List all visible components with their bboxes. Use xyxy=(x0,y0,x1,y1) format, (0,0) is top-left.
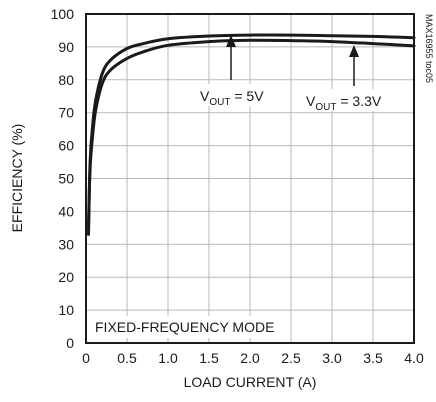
y-tick-label: 40 xyxy=(58,203,74,219)
y-tick-label: 90 xyxy=(58,39,74,55)
y-tick-label: 100 xyxy=(51,6,75,22)
annotation-vout-3-3v-arrowhead xyxy=(349,45,359,57)
annotation-vout-5v-background xyxy=(196,84,278,106)
y-tick-label: 30 xyxy=(58,236,74,252)
x-tick-label: 2.0 xyxy=(240,350,260,366)
y-tick-label: 70 xyxy=(58,105,74,121)
y-tick-labels: 0 10 20 30 40 50 60 70 80 90 100 xyxy=(51,6,75,351)
y-tick-label: 50 xyxy=(58,171,74,187)
mode-label: FIXED-FREQUENCY MODE xyxy=(95,319,274,335)
y-axis-label: EFFICIENCY (%) xyxy=(9,124,25,233)
plot-frame xyxy=(85,13,415,344)
x-tick-label: 3.0 xyxy=(322,350,342,366)
y-tick-label: 0 xyxy=(66,335,74,351)
x-tick-labels: 0 0.5 1.0 1.5 2.0 2.5 3.0 3.5 4.0 xyxy=(82,350,424,366)
x-tick-label: 3.5 xyxy=(363,350,383,366)
series-layer xyxy=(87,33,416,236)
y-tick-label: 60 xyxy=(58,138,74,154)
figure-code: MAX16955 toc05 xyxy=(424,14,434,83)
annotation-vout-3-3v: VOUT = 3.3V xyxy=(302,45,398,113)
x-tick-label: 2.5 xyxy=(281,350,301,366)
annotation-vout-3-3v-text: VOUT = 3.3V xyxy=(306,93,382,113)
series-line-vout-5v xyxy=(87,33,416,236)
series-line-vout-3-3v xyxy=(87,38,416,230)
x-tick-label: 1.0 xyxy=(158,350,178,366)
grid xyxy=(86,14,414,343)
annotation-vout-5v-arrowhead xyxy=(226,35,236,47)
annotation-vout-5v: VOUT = 5V xyxy=(196,35,278,108)
mode-label-background xyxy=(91,316,265,338)
x-tick-label: 1.5 xyxy=(199,350,219,366)
y-tick-label: 10 xyxy=(58,302,74,318)
x-axis-label: LOAD CURRENT (A) xyxy=(184,374,317,390)
y-tick-label: 80 xyxy=(58,72,74,88)
y-tick-label: 20 xyxy=(58,269,74,285)
x-tick-label: 0 xyxy=(82,350,90,366)
x-tick-label: 0.5 xyxy=(117,350,137,366)
annotation-vout-5v-text: VOUT = 5V xyxy=(200,88,264,108)
x-tick-label: 4.0 xyxy=(404,350,424,366)
annotation-vout-3-3v-background xyxy=(302,89,398,111)
